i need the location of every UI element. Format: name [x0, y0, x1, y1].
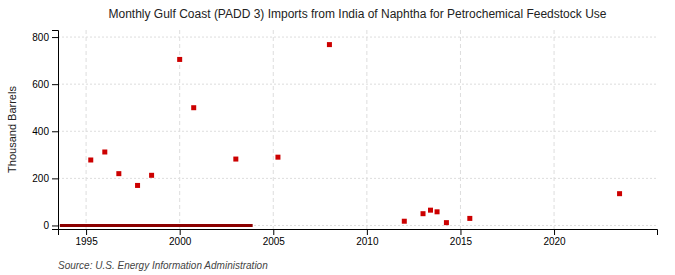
x-grid-line [273, 30, 274, 229]
point [435, 209, 440, 214]
y-tick-mark [52, 37, 58, 38]
point [617, 191, 622, 196]
line [60, 224, 253, 227]
x-tick-mark [273, 229, 274, 235]
point [116, 171, 121, 176]
x-tick: 2005 [263, 229, 286, 247]
y-tick: 0 [43, 220, 58, 231]
point [421, 211, 426, 216]
y-tick-label: 400 [32, 126, 49, 137]
y-tick: 600 [32, 79, 58, 90]
x-grid-line [460, 30, 461, 229]
x-tick-label: 2010 [356, 236, 379, 247]
x-tick: 2010 [356, 229, 379, 247]
y-tick: 400 [32, 126, 58, 137]
point [102, 149, 107, 154]
y-tick: 800 [32, 32, 58, 43]
point [402, 219, 407, 224]
x-tick-mark [554, 229, 555, 235]
x-tick-mark [460, 229, 461, 235]
y-axis-title: Thousand Barrels [6, 86, 18, 173]
point [88, 157, 93, 162]
y-grid-line [58, 131, 657, 132]
x-tick-mark [367, 229, 368, 235]
point [149, 173, 154, 178]
y-tick-label: 200 [32, 173, 49, 184]
point [275, 155, 280, 160]
point [233, 157, 238, 162]
y-grid-line [58, 37, 657, 38]
x-grid-line [86, 30, 87, 229]
y-tick-mark [52, 84, 58, 85]
y-tick-label: 600 [32, 79, 49, 90]
x-tick-label: 2015 [450, 236, 473, 247]
y-grid-line [58, 225, 657, 226]
x-grid-line [554, 30, 555, 229]
y-tick-label: 800 [32, 32, 49, 43]
chart: 1995 2000 2005 2010 2015 2020 0 200 400 600 800 Mon… [0, 0, 675, 275]
title: Monthly Gulf Coast (PADD 3) Imports from… [109, 7, 607, 21]
grid [58, 30, 657, 229]
annotation: Source: U.S. Energy Information Administ… [58, 260, 268, 271]
x-tick-mark [86, 229, 87, 235]
x-axis-line [59, 230, 658, 236]
point [135, 183, 140, 188]
y-tick-mark [52, 131, 58, 132]
point [467, 216, 472, 221]
marks [60, 42, 622, 225]
x-tick-mark [180, 229, 181, 235]
x-tick-label: 2000 [169, 236, 192, 247]
y-tick-mark [52, 225, 58, 226]
y-tick: 200 [32, 173, 58, 184]
point [191, 105, 196, 110]
y-axis-line [52, 31, 59, 230]
point [428, 208, 433, 213]
x-grid-line [366, 30, 367, 229]
point [444, 220, 449, 225]
x-tick: 1995 [75, 229, 98, 247]
x-tick: 2015 [450, 229, 473, 247]
x-axis: 1995 2000 2005 2010 2015 2020 [59, 229, 658, 247]
point [327, 42, 332, 47]
y-tick-mark [52, 178, 58, 179]
y-axis: 0 200 400 600 800 [32, 31, 58, 232]
point [177, 57, 182, 62]
y-grid-line [58, 84, 657, 85]
y-grid-line [58, 178, 657, 179]
x-tick-label: 2020 [543, 236, 566, 247]
x-tick-label: 2005 [263, 236, 286, 247]
x-tick: 2020 [543, 229, 566, 247]
x-tick: 2000 [169, 229, 192, 247]
x-tick-label: 1995 [75, 236, 98, 247]
y-tick-label: 0 [43, 220, 49, 231]
